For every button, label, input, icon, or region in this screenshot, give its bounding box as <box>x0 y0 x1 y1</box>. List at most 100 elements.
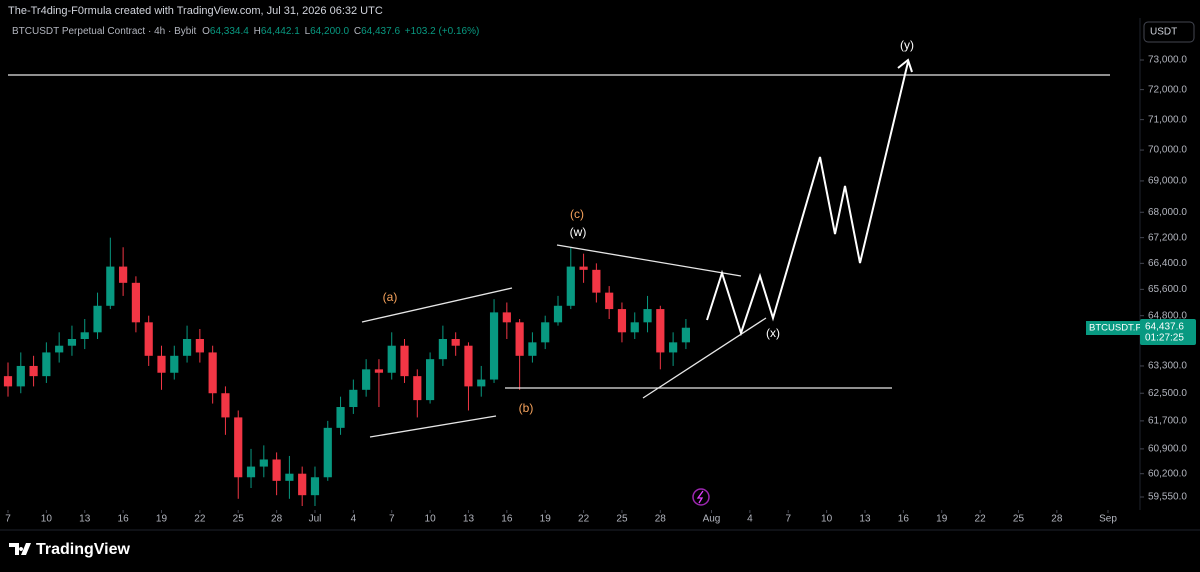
wave-label: (w) <box>570 225 587 239</box>
logo-text: TradingView <box>36 541 131 558</box>
x-tick-label: 13 <box>79 514 91 525</box>
x-tick-label: 22 <box>578 514 590 525</box>
candle-body <box>566 266 575 306</box>
candle-body <box>426 359 435 401</box>
x-tick-label: Jul <box>309 514 322 525</box>
candle-body <box>464 345 473 387</box>
candle-body <box>617 309 627 333</box>
wave-label: (c) <box>570 207 584 221</box>
candle-body <box>362 369 371 390</box>
x-tick-label: 22 <box>194 514 206 525</box>
drawings <box>8 58 1110 438</box>
high-label: H <box>254 26 261 37</box>
x-tick-label: 16 <box>501 514 513 525</box>
candle-body <box>643 309 652 323</box>
symbol-name: BTCUSDT Perpetual Contract · 4h · Bybit <box>12 26 197 37</box>
wave-label: (x) <box>766 326 780 340</box>
x-tick-label: 16 <box>118 514 130 525</box>
candle-body <box>605 292 614 310</box>
close-label: C <box>354 26 361 37</box>
candle-body <box>67 338 77 346</box>
candle-body <box>195 338 204 353</box>
candle-body <box>579 266 588 270</box>
x-tick-label: 10 <box>821 514 833 525</box>
x-tick-label: 13 <box>859 514 871 525</box>
x-tick-label: 28 <box>655 514 667 525</box>
candle-body <box>170 355 179 373</box>
y-tick-label: 73,000.0 <box>1148 55 1187 66</box>
x-tick-label: 7 <box>389 514 395 525</box>
price-tag-symbol-bg <box>1086 321 1140 335</box>
currency-button[interactable] <box>1143 21 1195 43</box>
x-tick-label: Sep <box>1099 514 1117 525</box>
event-icon-bolt <box>696 490 704 504</box>
y-tick-label: 60,200.0 <box>1148 468 1187 479</box>
candle-body <box>208 352 217 394</box>
plot <box>3 237 690 507</box>
candle-body <box>387 345 396 373</box>
currency[interactable]: USDT <box>1150 27 1177 38</box>
open-label: O <box>202 26 210 37</box>
x-tick-label: 16 <box>898 514 910 525</box>
wave-label: (y) <box>900 38 914 52</box>
candle-body <box>182 338 192 356</box>
y-tick-label: 60,900.0 <box>1148 444 1187 455</box>
x-tick-label: 22 <box>975 514 987 525</box>
price-tag-symbol: BTCUSDT.P <box>1089 323 1142 334</box>
y-tick-label: 72,000.0 <box>1148 84 1187 95</box>
y-tick-label: 61,700.0 <box>1148 416 1187 427</box>
candle-body <box>400 345 409 377</box>
x-tick-label: 25 <box>616 514 628 525</box>
candle-body <box>157 355 166 373</box>
x-tick-label: 19 <box>936 514 948 525</box>
arrowhead <box>897 58 913 73</box>
candle-body <box>272 459 281 481</box>
y-tick-label: 69,000.0 <box>1148 176 1187 187</box>
x-tick-label: 10 <box>41 514 53 525</box>
y-tick-label: 62,500.0 <box>1148 388 1187 399</box>
candle-body <box>80 332 89 339</box>
x-tick-label: 7 <box>5 514 11 525</box>
high: 64,442.1 <box>261 26 300 37</box>
x-tick-label: Aug <box>703 514 721 525</box>
y-tick-label: 64,800.0 <box>1148 310 1187 321</box>
open: 64,334.4 <box>210 26 249 37</box>
candle-body <box>489 312 499 380</box>
candle-body <box>451 338 460 346</box>
candle-body <box>502 312 511 323</box>
projection-path <box>706 61 909 337</box>
x-tick-label: 28 <box>271 514 283 525</box>
x-tick-label: 19 <box>156 514 168 525</box>
candle-body <box>477 379 486 387</box>
y-tick-label: 71,000.0 <box>1148 114 1187 125</box>
x-tick-label: 25 <box>1013 514 1025 525</box>
candle-body <box>16 365 25 387</box>
x-tick-label: 25 <box>233 514 245 525</box>
trend-line <box>556 244 742 277</box>
symbol: BTCUSDT Perpetual Contract · 4h · Bybit … <box>12 26 479 37</box>
candle-body <box>413 376 422 401</box>
y-tick-label: 68,000.0 <box>1148 207 1187 218</box>
candle-body <box>323 427 332 478</box>
y-tick-label: 66,400.0 <box>1148 258 1187 269</box>
candle-body <box>298 473 307 496</box>
logo-mark <box>9 543 31 555</box>
trend-line <box>361 287 513 323</box>
x-tick-label: 10 <box>425 514 437 525</box>
candle-body <box>29 365 38 377</box>
event-icon[interactable] <box>692 488 710 506</box>
x-tick-label: 7 <box>785 514 791 525</box>
candle-body <box>374 369 384 373</box>
candle-body <box>592 269 601 293</box>
candle-body <box>259 459 268 467</box>
candle-body <box>234 417 243 478</box>
trend-line <box>369 415 497 438</box>
candle-body <box>438 338 447 360</box>
candle-body <box>515 322 524 356</box>
y-tick-label: 70,000.0 <box>1148 145 1187 156</box>
x-tick-label: 4 <box>747 514 753 525</box>
candle-body <box>669 342 678 353</box>
y-tick-label: 59,550.0 <box>1148 492 1187 503</box>
